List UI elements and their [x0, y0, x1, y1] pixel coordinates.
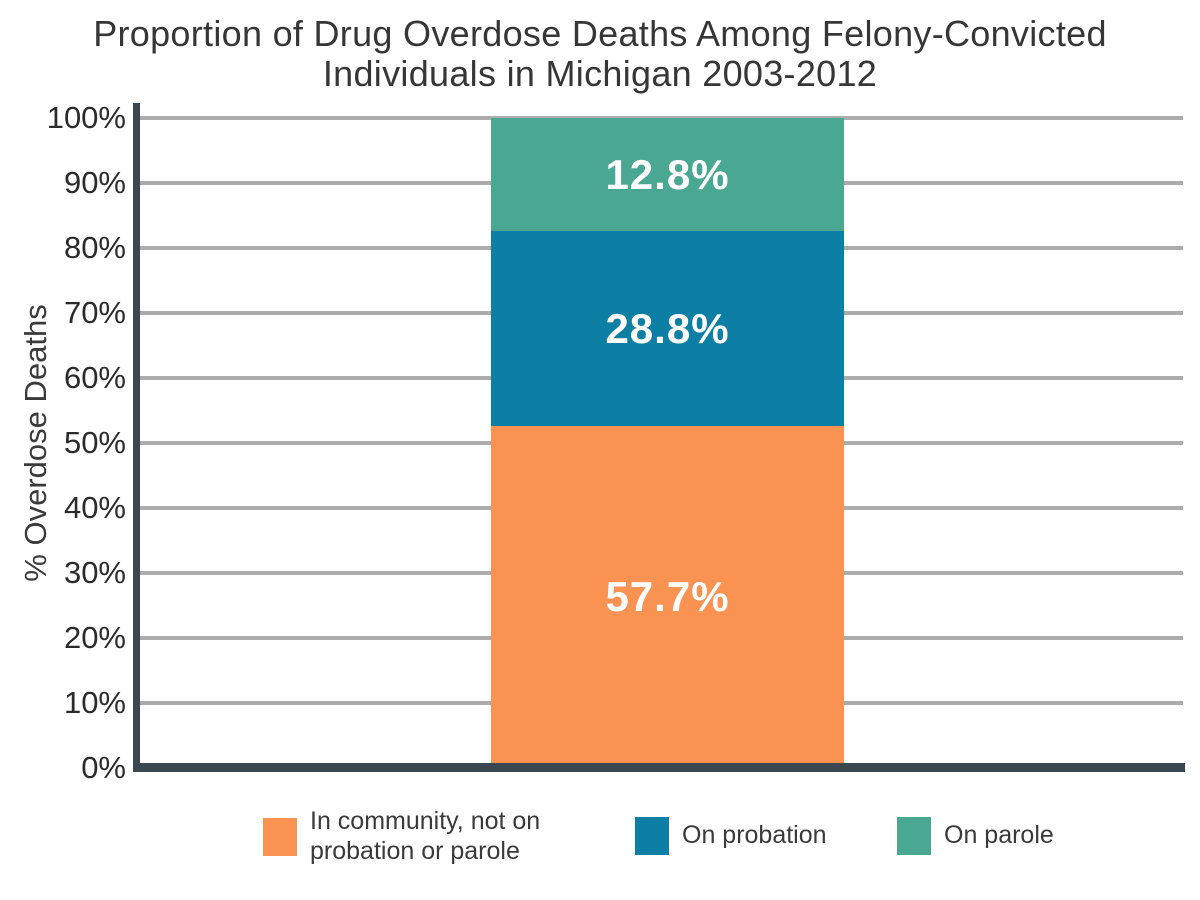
stacked-bar: 12.8% 28.8% 57.7%	[491, 118, 844, 768]
y-tick-20: 20%	[63, 620, 126, 655]
bar-segment-on-probation: 28.8%	[491, 231, 844, 426]
y-tick-90: 90%	[63, 165, 126, 200]
y-tick-50: 50%	[63, 425, 126, 460]
legend-label-in-community: In community, not on probation or parole	[310, 807, 541, 865]
legend-swatch-on-probation	[635, 817, 669, 855]
x-axis-line	[133, 763, 1185, 772]
legend-swatch-on-parole	[897, 817, 931, 855]
bar-value-in-community: 57.7%	[605, 572, 730, 620]
legend-item-in-community: In community, not on probation or parole	[263, 807, 582, 866]
bar-segment-on-parole: 12.8%	[491, 118, 844, 232]
y-tick-30: 30%	[63, 555, 126, 590]
y-tick-100: 100%	[46, 100, 126, 135]
y-tick-70: 70%	[63, 295, 126, 330]
legend-item-on-parole: On parole	[897, 817, 1054, 855]
legend-label-on-parole: On parole	[944, 821, 1054, 850]
y-tick-10: 10%	[63, 685, 126, 720]
bar-segment-in-community: 57.7%	[491, 425, 844, 768]
y-axis-line	[133, 103, 140, 771]
y-tick-0: 0%	[81, 750, 126, 785]
bar-value-on-parole: 12.8%	[605, 150, 730, 198]
y-tick-80: 80%	[63, 230, 126, 265]
plot-area: 12.8% 28.8% 57.7%	[140, 116, 1183, 768]
chart-title: Proportion of Drug Overdose Deaths Among…	[93, 13, 1107, 95]
legend-swatch-in-community	[263, 817, 297, 856]
bar-value-on-probation: 28.8%	[605, 304, 730, 352]
legend-item-on-probation: On probation	[635, 817, 827, 855]
legend-label-on-probation: On probation	[682, 821, 827, 850]
y-tick-60: 60%	[63, 360, 126, 395]
y-tick-40: 40%	[63, 490, 126, 525]
y-axis-ticks: 100% 90% 80% 70% 60% 50% 40% 30% 20% 10%…	[0, 100, 126, 785]
